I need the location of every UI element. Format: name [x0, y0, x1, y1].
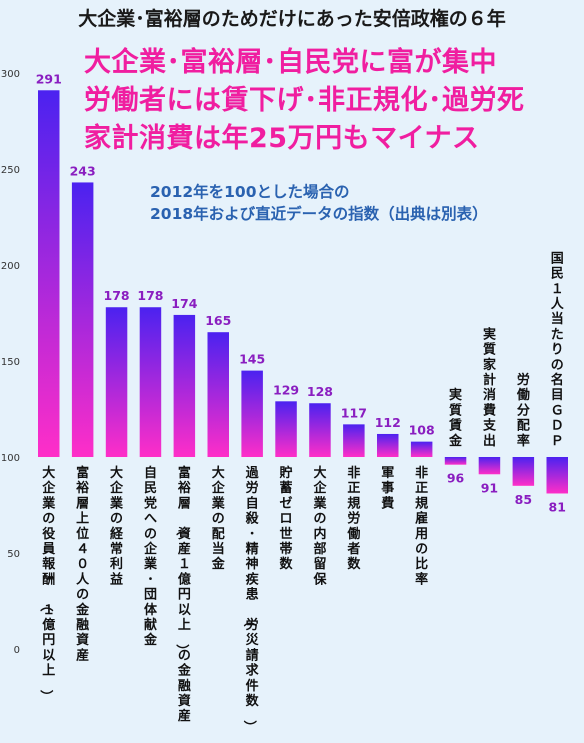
- bar-5: [207, 332, 229, 457]
- bar-8: [309, 403, 331, 457]
- y-tick-label-3: 150: [1, 357, 20, 368]
- category-label-14: 労働分配率: [516, 372, 530, 449]
- bar-2: [105, 307, 128, 457]
- bar-14: [512, 457, 535, 486]
- value-label-1: 243: [70, 163, 96, 178]
- value-label-0: 291: [36, 71, 62, 86]
- message-line-2: 労働者には賃下げ･非正規化･過労死: [84, 85, 525, 116]
- y-tick-label-5: 250: [1, 165, 20, 176]
- value-label-8: 128: [307, 384, 333, 399]
- value-label-5: 165: [205, 313, 231, 328]
- value-label-13: 91: [481, 480, 498, 495]
- bar-4: [173, 314, 196, 457]
- category-label-0: 大企業の役員報酬（１億円以上）: [38, 465, 56, 703]
- category-label-5: 大企業の配当金: [211, 465, 226, 572]
- y-tick-label-4: 200: [1, 261, 20, 272]
- bar-0: [38, 90, 60, 457]
- value-label-2: 178: [104, 288, 130, 303]
- value-label-7: 129: [273, 382, 299, 397]
- bar-15: [546, 457, 568, 494]
- message-line-3: 家計消費は年25万円もマイナス: [84, 123, 480, 154]
- category-label-15: 国民１人当たりの名目ＧＤＰ: [551, 251, 565, 448]
- value-label-14: 85: [515, 492, 532, 507]
- value-label-11: 108: [409, 423, 435, 438]
- value-label-10: 112: [375, 415, 401, 430]
- bar-1: [71, 182, 94, 457]
- category-label-7: 貯蓄ゼロ世帯数: [280, 465, 294, 572]
- category-label-8: 大企業の内部留保: [312, 465, 327, 587]
- value-label-15: 81: [549, 499, 566, 514]
- bar-11: [410, 441, 433, 457]
- y-tick-label-2: 100: [1, 453, 20, 464]
- category-label-11: 非正規雇用の比率: [414, 465, 428, 587]
- bar-7: [275, 401, 297, 457]
- value-label-6: 145: [239, 352, 265, 367]
- category-label-12: 実質賃金: [448, 387, 463, 449]
- category-label-6: 過労自殺･精神疾患（労災請求件数）: [242, 465, 260, 733]
- y-tick-label-1: 50: [7, 549, 20, 560]
- bar-9: [343, 424, 365, 457]
- value-label-4: 174: [171, 296, 197, 311]
- value-label-12: 96: [447, 471, 465, 486]
- category-label-3: 自民党への企業･団体献金: [143, 465, 158, 648]
- category-label-4: 富裕層（資産１億円以上）の金融資産: [174, 465, 192, 724]
- bar-12: [444, 457, 467, 465]
- value-label-3: 178: [137, 288, 163, 303]
- category-label-9: 非正規労働者数: [346, 465, 361, 572]
- category-label-10: 軍事費: [381, 466, 394, 511]
- y-tick-label-0: 0: [14, 645, 20, 656]
- note-line-1: 2012年を100とした場合の: [150, 183, 350, 201]
- value-label-9: 117: [341, 405, 367, 420]
- bar-10: [377, 433, 399, 457]
- category-label-2: 大企業の経常利益: [109, 465, 124, 587]
- bar-13: [478, 457, 501, 475]
- category-label-13: 実質家計消費支出: [482, 326, 497, 448]
- bar-3: [139, 307, 162, 457]
- y-tick-label-6: 300: [1, 69, 20, 80]
- headline: 大企業･富裕層のためだけにあった安倍政権の６年: [78, 8, 506, 30]
- category-label-1: 富裕層上位４０人の金融資産: [75, 465, 90, 663]
- bar-6: [241, 370, 263, 457]
- message-line-1: 大企業･富裕層･自民党に富が集中: [84, 47, 497, 78]
- note-line-2: 2018年および直近データの指数（出典は別表）: [150, 205, 488, 223]
